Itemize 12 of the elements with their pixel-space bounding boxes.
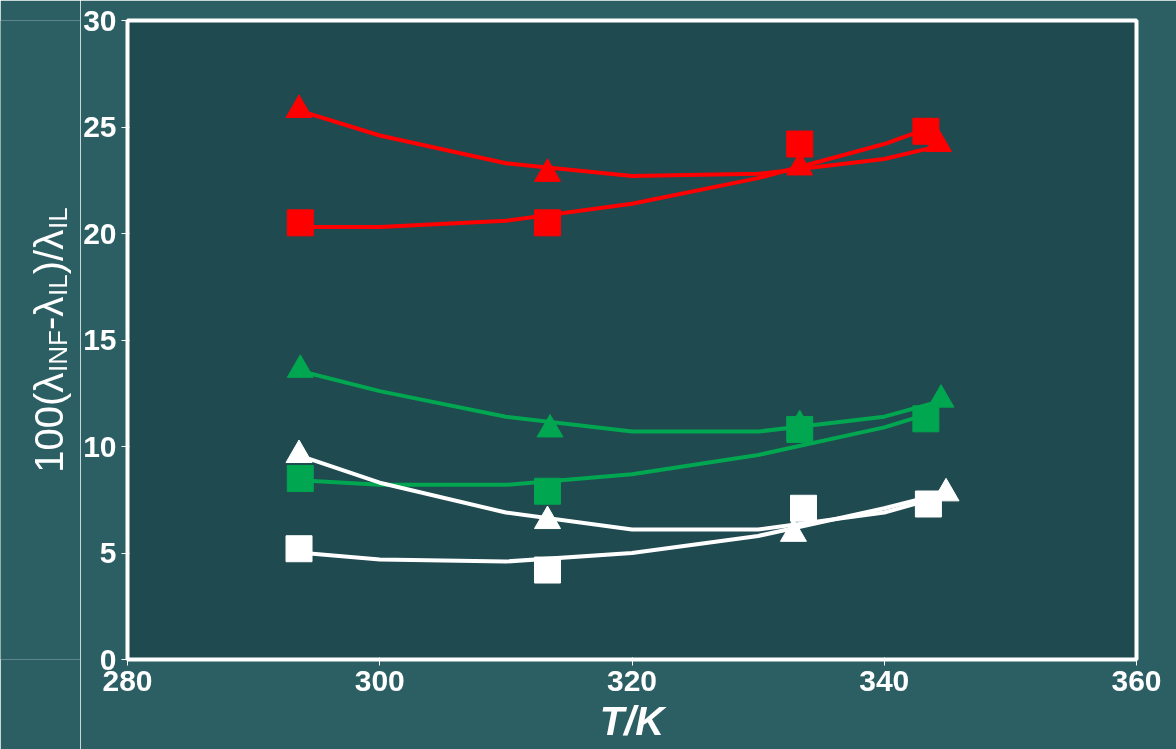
x-tick-label: 320 (606, 663, 658, 697)
x-axis-title: T/K (599, 698, 668, 743)
y-tick-label: 10 (83, 429, 117, 463)
y-tick-label: 5 (99, 536, 117, 569)
x-tick-label: 340 (859, 663, 910, 697)
y-tick-label: 25 (83, 110, 117, 143)
y-tick-label: 30 (83, 3, 117, 37)
x-tick-label: 360 (1111, 663, 1162, 697)
y-tick-label: 20 (83, 216, 117, 250)
y-tick-label: 15 (83, 323, 117, 356)
x-tick-label: 300 (354, 663, 405, 697)
y-axis-title: 100(λINF-λIL)/λIL (26, 207, 73, 473)
